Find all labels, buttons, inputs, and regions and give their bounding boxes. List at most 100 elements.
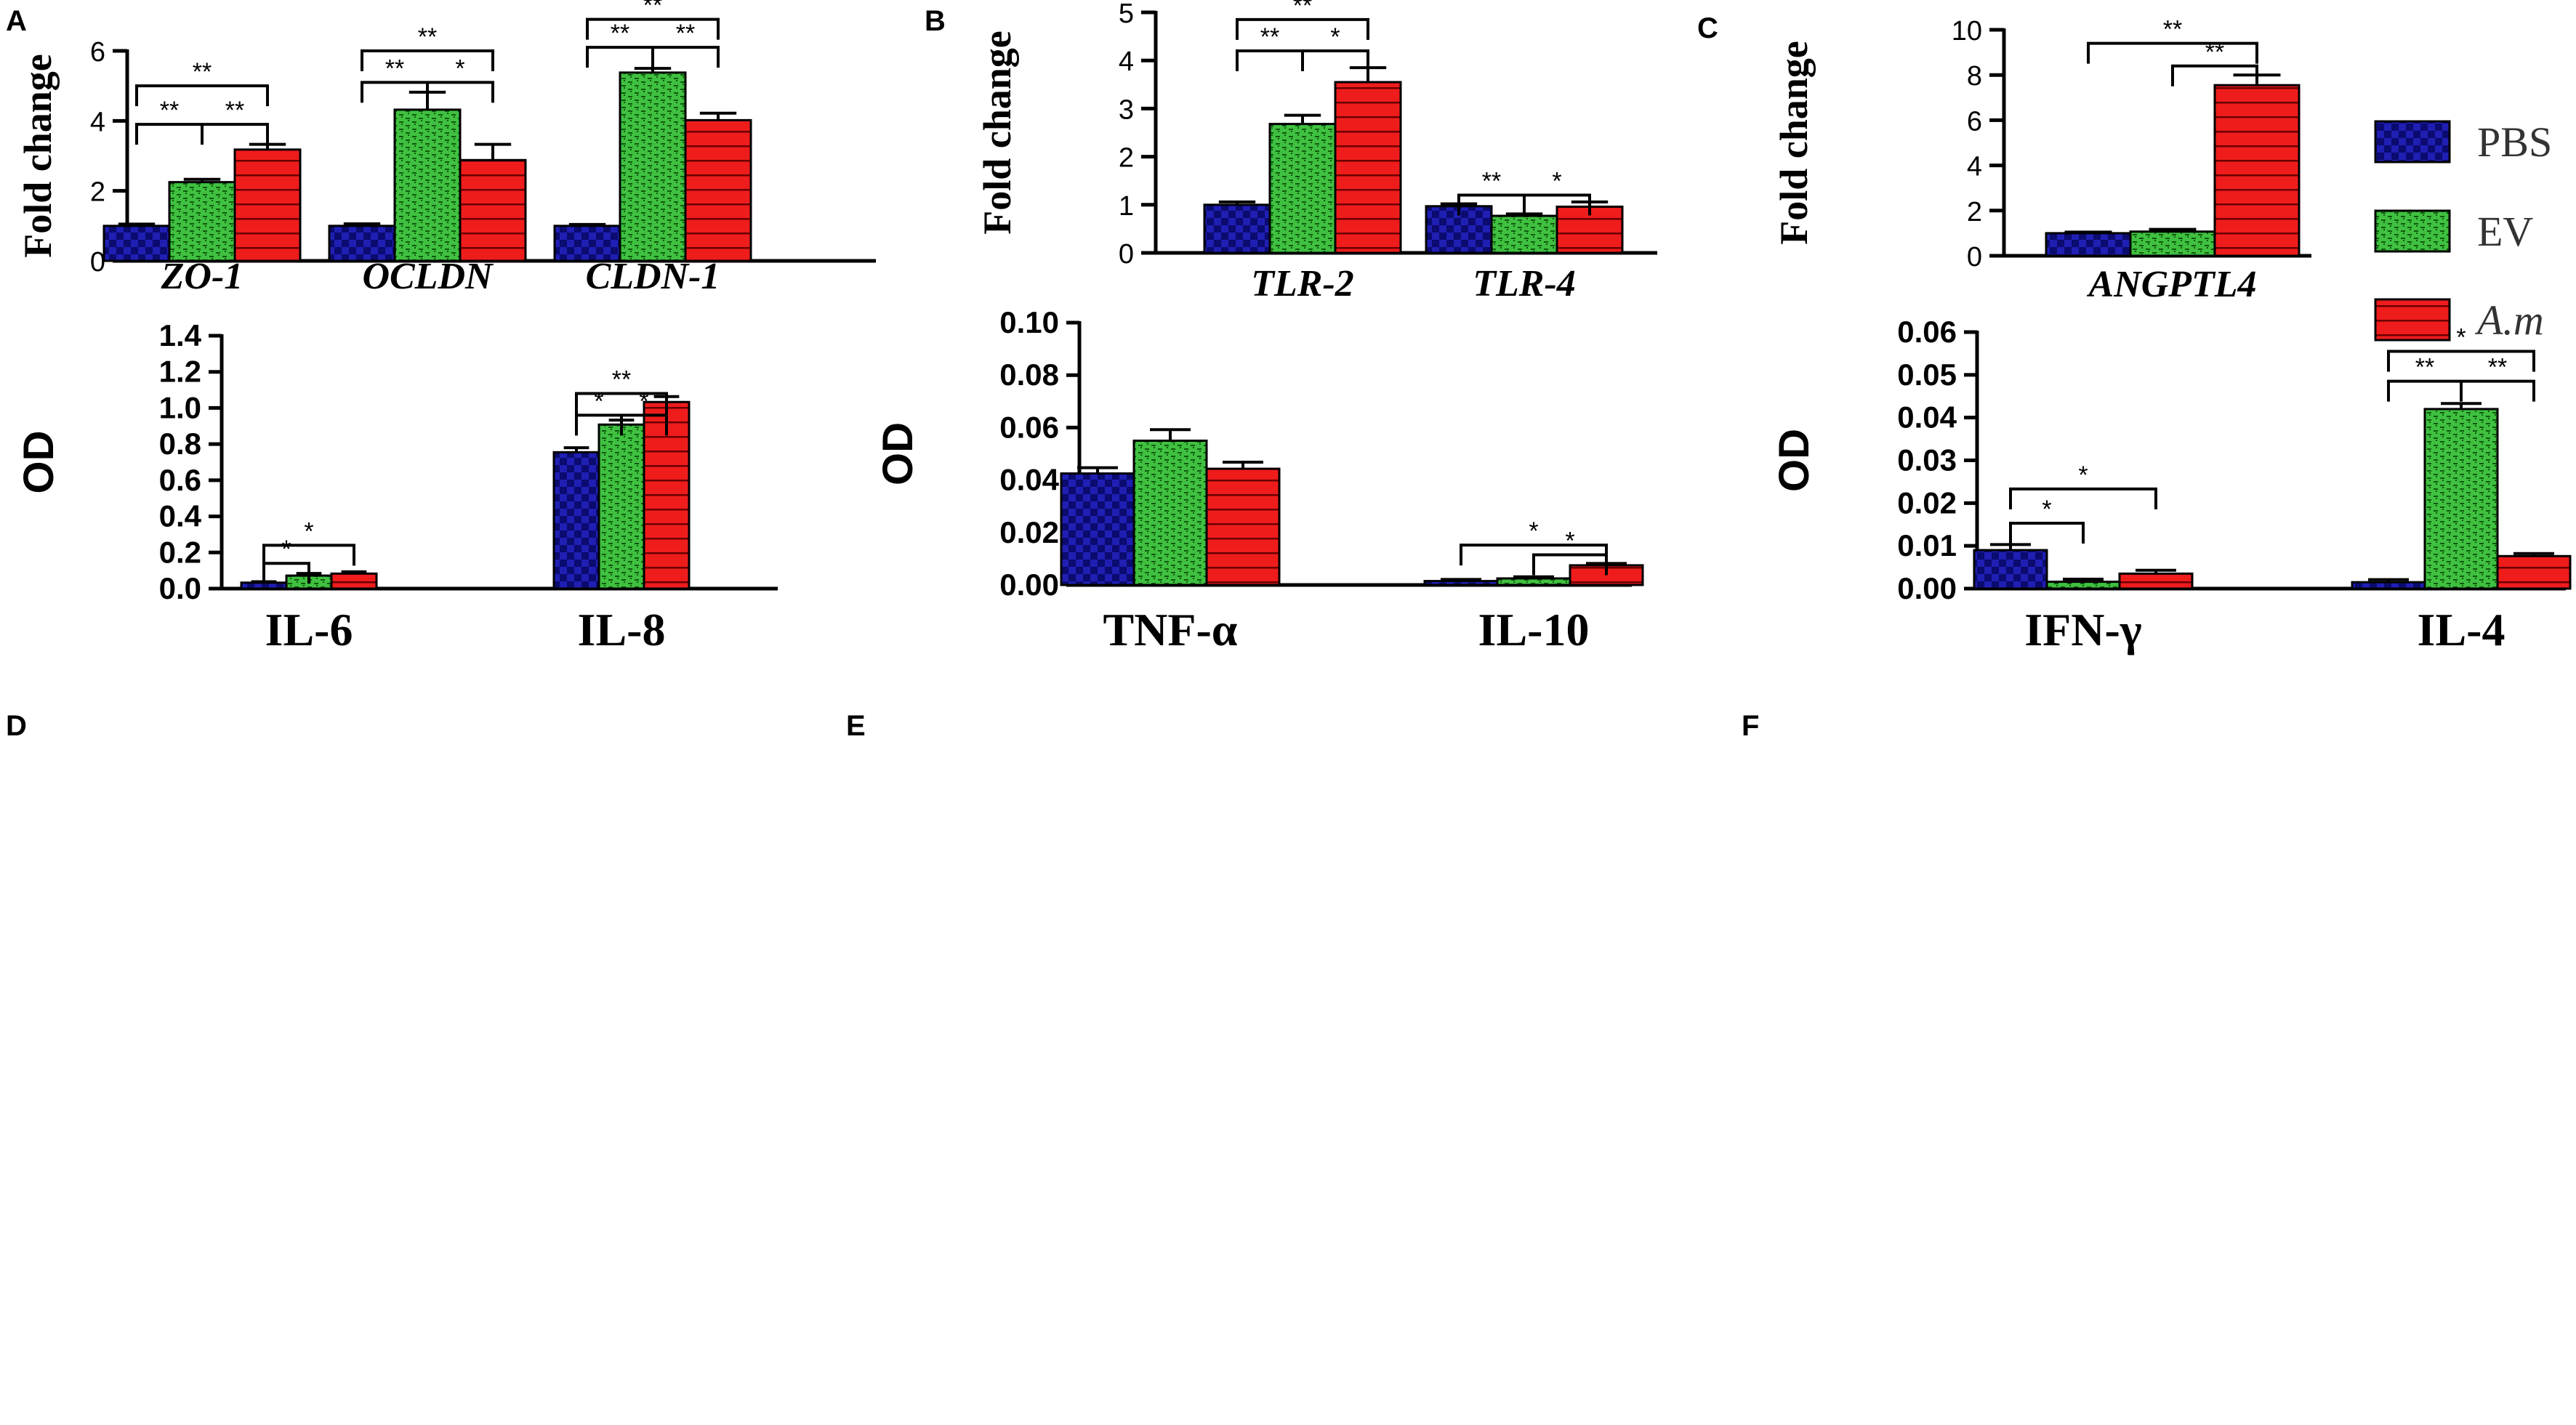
- panel-f-ytick-label: 0.06: [1897, 315, 1957, 349]
- panel-e-bar-il-10-ev: [1496, 577, 1571, 586]
- legend-swatch-ev: [2374, 209, 2451, 253]
- panel-a-significance-label: **: [643, 0, 662, 20]
- panel-a-ytick-label: 2: [90, 177, 105, 208]
- panel-a-significance-bracket: ** **: [586, 20, 720, 68]
- panel-e-category-label: TNF-α: [1103, 604, 1237, 655]
- panel-c-significance-label: **: [2205, 39, 2224, 66]
- panel-f: 0.00 0.01 0.02 0.03 0.04 0.05 0.06 OD IFN-γ IL-4 *…: [1771, 315, 2572, 655]
- panel-d-category-label: IL-6: [265, 604, 353, 655]
- panel-letter-e: E: [846, 710, 866, 742]
- panel-d-significance-bracket: **: [575, 366, 668, 414]
- panel-f-significance-bracket: ** **: [2387, 354, 2535, 402]
- panel-b-ytick-label: 2: [1119, 143, 1134, 174]
- panel-c-significance-bracket: **: [2087, 16, 2258, 64]
- panel-f-significance-label: *: [2456, 323, 2466, 351]
- panel-letter-a: A: [6, 5, 27, 37]
- panel-c-ytick-label: 6: [1967, 106, 1982, 137]
- panel-f-bar-il-4-am: [2496, 554, 2572, 590]
- panel-a-bar-cldn-1-am: [684, 118, 752, 262]
- panel-a-bar-zo-1-ev: [168, 181, 236, 262]
- legend-label-pbs: PBS: [2477, 118, 2552, 166]
- panel-c-ytick-label: 0: [1967, 242, 1982, 273]
- panel-b-significance-bracket: ** *: [1236, 23, 1369, 71]
- panel-e-bar-tnf-ev: [1132, 439, 1208, 586]
- panel-letter-b: B: [925, 5, 946, 37]
- legend-swatch-pbs: [2374, 120, 2451, 164]
- panel-a-significance-bracket: **: [135, 58, 269, 107]
- legend-swatch-am: [2374, 298, 2451, 342]
- panel-a-significance-label: **: [193, 58, 212, 86]
- panel-d-ytick-label: 1.0: [159, 390, 201, 424]
- panel-b-category-label: TLR-4: [1473, 263, 1576, 304]
- panel-c-ylabel: Fold change: [1772, 41, 1816, 245]
- panel-d-significance-label: *: [281, 536, 291, 563]
- panel-c-bar-angptl4-am: [2213, 84, 2301, 257]
- panel-b-significance-bracket: **: [1236, 0, 1369, 40]
- panel-c-bar-angptl4-pbs: [2045, 232, 2132, 257]
- panel-d-ytick-label: 1.2: [159, 355, 201, 389]
- panel-e-ytick-label: 0.00: [999, 568, 1059, 602]
- panel-e-ytick-label: 0.10: [999, 305, 1059, 339]
- panel-d-ytick-label: 0.8: [159, 427, 201, 461]
- panel-a-bar-zo-1-am: [233, 148, 302, 262]
- panel-b-ytick-label: 3: [1119, 94, 1134, 125]
- panel-f-significance-label: **: [2488, 354, 2507, 382]
- panel-a-ytick-label: 4: [90, 107, 105, 137]
- panel-c-bar-angptl4-ev: [2129, 230, 2216, 257]
- panel-d-ytick-label: 0.4: [159, 499, 202, 533]
- panel-d-ylabel: OD: [15, 431, 63, 494]
- panel-a-category-label: CLDN-1: [586, 256, 720, 297]
- panel-f-significance-bracket: *: [2009, 461, 2157, 509]
- panel-a-significance-label: **: [160, 97, 179, 124]
- panel-f-ylabel: OD: [1771, 429, 1818, 492]
- panel-a-significance-label: *: [455, 55, 464, 82]
- panel-d-ytick-label: 0.2: [159, 535, 201, 569]
- panel-letter-c: C: [1697, 12, 1718, 44]
- panel-f-category-label: IL-4: [2418, 604, 2505, 655]
- panel-f-bar-il-4-pbs: [2351, 581, 2426, 590]
- panel-d-category-label: IL-8: [578, 604, 666, 655]
- panel-f-ytick-label: 0.01: [1897, 528, 1957, 562]
- panel-d-ytick-label: 1.4: [159, 318, 202, 352]
- panel-f-ytick-label: 0.04: [1897, 400, 1957, 435]
- panel-a-category-label: OCLDN: [362, 256, 494, 297]
- panel-d-ytick-label: 0.6: [159, 463, 201, 497]
- panel-e-significance-bracket: *: [1532, 527, 1608, 576]
- panel-d-significance-label: *: [304, 517, 313, 545]
- panel-b-significance-label: **: [1260, 23, 1279, 51]
- legend-label-ev: EV: [2477, 208, 2533, 255]
- panel-b-ytick-label: 5: [1119, 0, 1134, 29]
- panel-f-category-label: IFN-γ: [2024, 604, 2142, 655]
- panel-f-bar-ifn-pbs: [1973, 549, 2048, 590]
- panel-letter-f: F: [1742, 710, 1759, 742]
- panel-letter-d: D: [6, 710, 27, 742]
- panel-c-ytick-label: 4: [1967, 152, 1982, 182]
- panel-b-bar-tlr-4-ev: [1490, 214, 1558, 254]
- panel-e-category-label: IL-10: [1478, 604, 1590, 655]
- panel-b-significance-label: **: [1293, 0, 1312, 20]
- panel-e-significance-label: *: [1529, 517, 1538, 545]
- panel-a-bar-cldn-1-pbs: [553, 225, 621, 262]
- panel-f-ytick-label: 0.05: [1897, 358, 1957, 392]
- panel-e-bar-tnf-pbs: [1060, 472, 1135, 586]
- panel-f-significance-bracket: *: [2387, 323, 2535, 372]
- panel-f-significance-label: *: [2078, 461, 2088, 489]
- panel-d-bar-il-8-pbs: [552, 451, 600, 590]
- panel-f-significance-label: *: [2042, 496, 2051, 523]
- panel-b-ytick-label: 4: [1119, 47, 1134, 77]
- panel-e-bar-il-10-pbs: [1423, 580, 1499, 586]
- panel-a-bar-zo-1-pbs: [102, 225, 171, 262]
- panel-e-ytick-label: 0.02: [999, 515, 1059, 549]
- panel-d-significance-label: **: [612, 366, 631, 394]
- panel-f-ytick-label: 0.02: [1897, 485, 1957, 520]
- panel-f-significance-bracket: *: [2009, 496, 2085, 544]
- panel-b-bar-tlr-2-ev: [1268, 123, 1337, 254]
- panel-a-bar-ocldn-ev: [393, 108, 462, 262]
- panel-a-significance-bracket: **: [586, 0, 720, 40]
- panel-c-ytick-label: 10: [1952, 16, 1982, 47]
- panel-a-bar-cldn-1-ev: [619, 71, 687, 262]
